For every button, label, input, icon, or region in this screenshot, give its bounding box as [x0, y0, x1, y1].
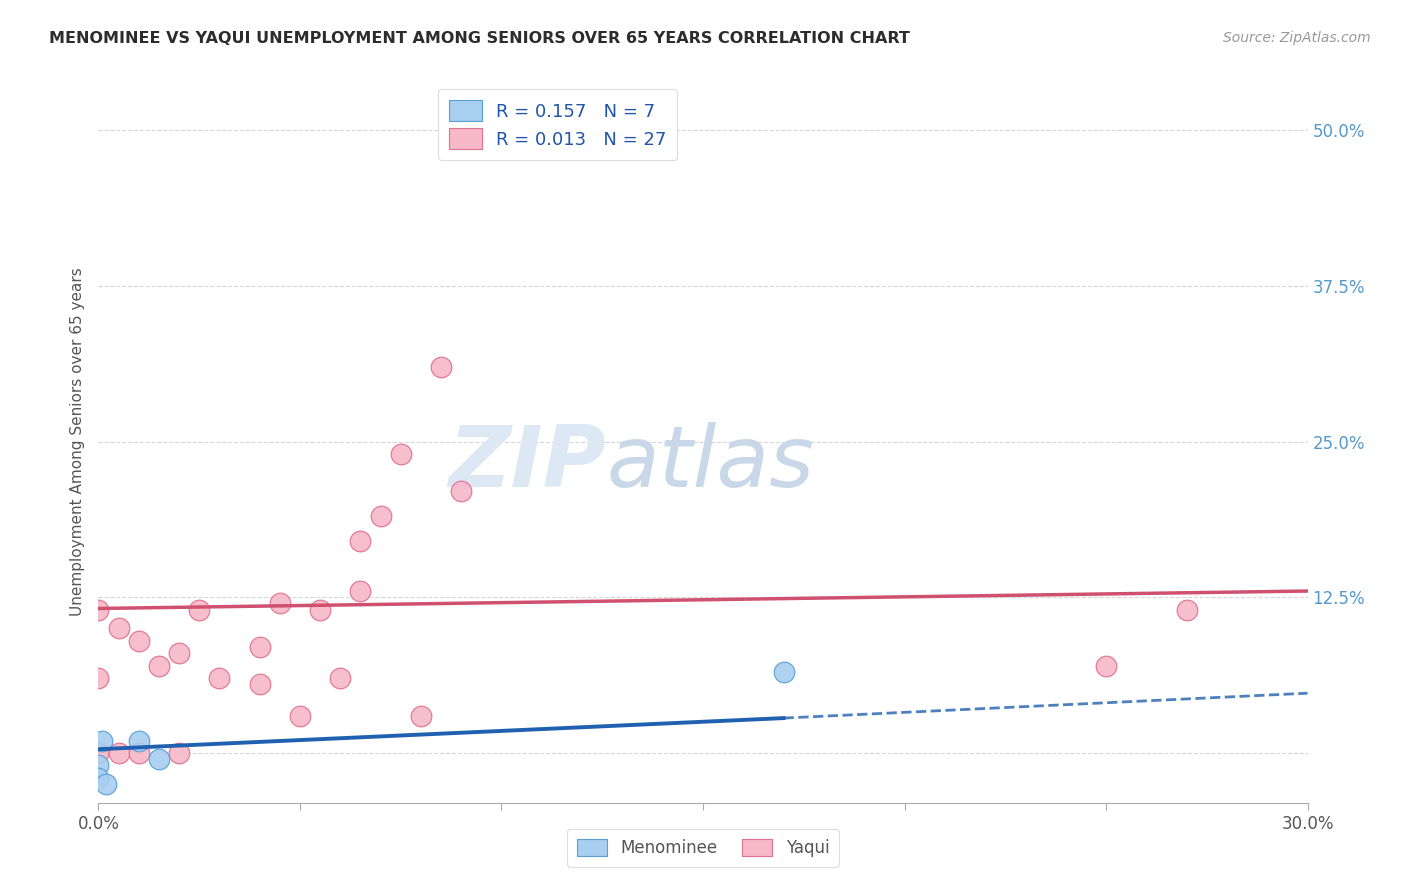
- Point: [389, 447, 412, 461]
- Point: [91, 733, 114, 747]
- Text: Source: ZipAtlas.com: Source: ZipAtlas.com: [1223, 31, 1371, 45]
- Text: atlas: atlas: [606, 422, 814, 505]
- Point: [107, 746, 129, 760]
- Point: [370, 509, 392, 524]
- Point: [128, 733, 150, 747]
- Point: [188, 603, 211, 617]
- Point: [349, 534, 371, 549]
- Point: [87, 746, 110, 760]
- Point: [309, 603, 332, 617]
- Point: [167, 746, 190, 760]
- Point: [128, 633, 150, 648]
- Legend: Menominee, Yaqui: Menominee, Yaqui: [567, 829, 839, 867]
- Text: MENOMINEE VS YAQUI UNEMPLOYMENT AMONG SENIORS OVER 65 YEARS CORRELATION CHART: MENOMINEE VS YAQUI UNEMPLOYMENT AMONG SE…: [49, 31, 910, 46]
- Point: [329, 671, 352, 685]
- Point: [349, 584, 371, 599]
- Point: [450, 484, 472, 499]
- Point: [249, 677, 271, 691]
- Point: [107, 621, 129, 635]
- Point: [87, 671, 110, 685]
- Point: [1175, 603, 1198, 617]
- Point: [430, 359, 453, 374]
- Point: [269, 597, 291, 611]
- Point: [167, 646, 190, 660]
- Point: [409, 708, 432, 723]
- Point: [208, 671, 231, 685]
- Text: ZIP: ZIP: [449, 422, 606, 505]
- Point: [772, 665, 794, 679]
- Point: [128, 746, 150, 760]
- Point: [87, 771, 110, 785]
- Point: [148, 658, 170, 673]
- Point: [288, 708, 311, 723]
- Point: [87, 603, 110, 617]
- Point: [96, 777, 118, 791]
- Point: [1095, 658, 1118, 673]
- Point: [87, 758, 110, 772]
- Y-axis label: Unemployment Among Seniors over 65 years: Unemployment Among Seniors over 65 years: [70, 268, 86, 615]
- Point: [148, 752, 170, 766]
- Point: [249, 640, 271, 654]
